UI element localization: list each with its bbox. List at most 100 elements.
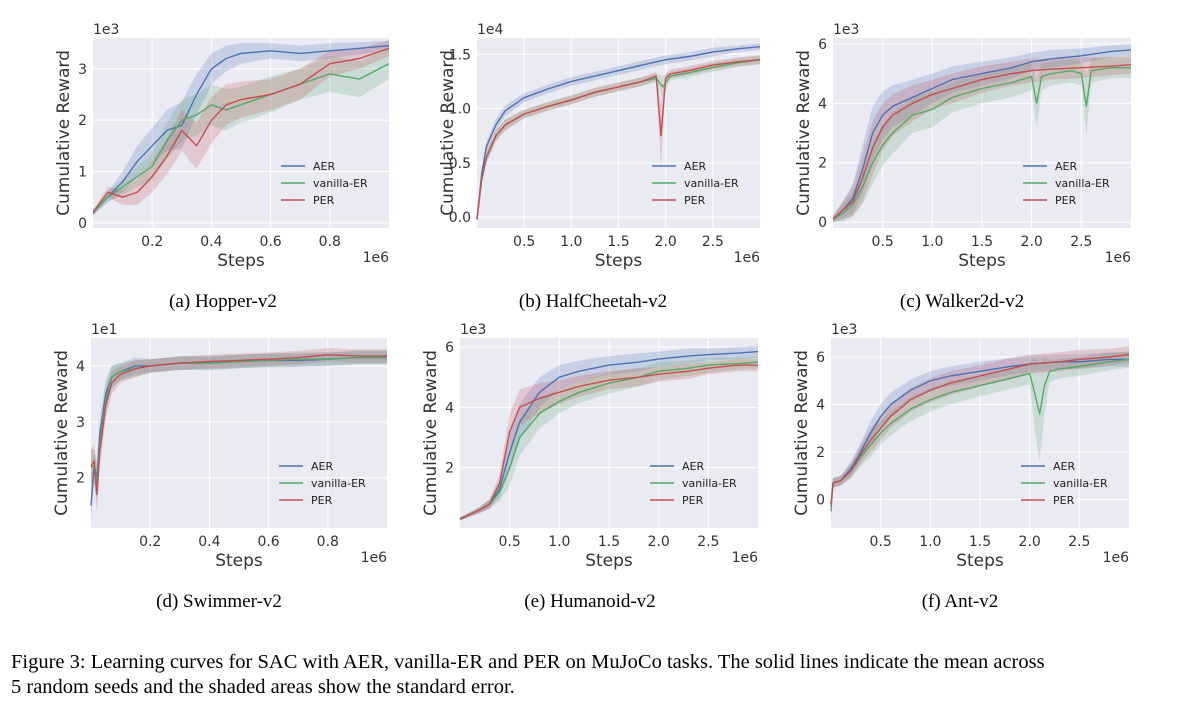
y-tick-label: 0	[78, 216, 87, 232]
series-line	[459, 364, 758, 520]
subfigure-label: (c) Walker2d-v2	[900, 291, 1024, 312]
series-line	[459, 361, 759, 520]
x-tick-label: 1.0	[921, 234, 943, 250]
subfigure-label: (d) Swimmer-v2	[156, 591, 282, 612]
y-axis-label: Cumulative Reward	[52, 350, 72, 516]
y-tick-label: 2	[445, 461, 454, 477]
legend-label: AER	[682, 460, 704, 473]
x-axis-label: Steps	[217, 251, 265, 271]
x-tick-label: 1.0	[560, 234, 582, 250]
legend-label: AER	[1055, 160, 1077, 173]
y-tick-label: 6	[818, 37, 827, 53]
x-tick-label: 0.5	[870, 534, 892, 550]
y-tick-label: 3	[78, 62, 87, 78]
x-tick-label: 2.5	[697, 534, 719, 550]
x-tick-label: 0.4	[200, 234, 222, 250]
y-tick-label: 4	[818, 96, 827, 112]
plot-background	[93, 38, 389, 228]
error-band	[833, 55, 1131, 223]
error-band	[93, 48, 389, 216]
plot-background	[91, 338, 387, 528]
y-axis-multiplier: 1e3	[833, 22, 859, 38]
y-tick-label: 2	[76, 471, 85, 487]
x-tick-label: 1.0	[548, 534, 570, 550]
chart-panel: 0.2 0.4 0.6 0.8 2 3 4 AER vanilla-ER PER 1e1 1e6 Ste…	[52, 322, 387, 612]
x-axis-label: Steps	[595, 251, 643, 271]
x-tick-label: 2.0	[1021, 234, 1043, 250]
x-tick-label: 0.4	[198, 534, 220, 550]
error-band	[833, 57, 1131, 223]
x-tick-label: 0.5	[499, 534, 521, 550]
x-tick-label: 2.0	[1019, 534, 1041, 550]
y-tick-label: 2	[816, 445, 825, 461]
y-axis-label: Cumulative Reward	[421, 350, 441, 516]
x-tick-label: 0.5	[872, 234, 894, 250]
legend-label: vanilla-ER	[684, 177, 739, 190]
y-tick-label: 6	[816, 350, 825, 366]
figure-caption: Figure 3: Learning curves for SAC with A…	[11, 650, 1191, 700]
x-tick-label: 0.6	[259, 234, 281, 250]
legend-label: PER	[1055, 194, 1077, 207]
legend-label: vanilla-ER	[311, 477, 366, 490]
series-line	[90, 354, 387, 496]
error-band	[460, 345, 758, 521]
x-axis-multiplier: 1e6	[363, 250, 390, 266]
x-axis-label: Steps	[585, 551, 633, 571]
x-axis-multiplier: 1e6	[734, 250, 761, 266]
x-tick-label: 0.6	[257, 534, 279, 550]
y-tick-label: 4	[816, 398, 825, 414]
chart-panel: 0.5 1.0 1.5 2.0 2.5 2 4 6 AER vanilla-ER PER 1e3 1e6…	[421, 322, 758, 612]
legend-label: vanilla-ER	[1055, 177, 1110, 190]
x-tick-label: 1.5	[969, 534, 991, 550]
error-band	[477, 55, 760, 222]
y-tick-label: 0.5	[449, 156, 471, 172]
error-band	[831, 351, 1129, 519]
y-tick-label: 0.0	[449, 210, 471, 226]
x-tick-label: 0.8	[317, 534, 339, 550]
y-tick-label: 0	[816, 493, 825, 509]
series-line	[832, 66, 1131, 220]
x-axis-label: Steps	[215, 551, 263, 571]
y-tick-label: 0	[818, 215, 827, 231]
chart-panel: 0.5 1.0 1.5 2.0 2.5 0.0 0.5 1.0 1.5 AER vanilla-ER…	[438, 22, 761, 312]
y-axis-label: Cumulative Reward	[54, 50, 74, 216]
x-tick-label: 0.8	[319, 234, 341, 250]
y-tick-label: 2	[78, 113, 87, 129]
subfigure-label: (b) HalfCheetah-v2	[519, 291, 667, 312]
x-tick-label: 2.5	[1070, 234, 1092, 250]
x-tick-label: 2.0	[655, 234, 677, 250]
x-axis-multiplier: 1e6	[1105, 250, 1132, 266]
chart-panel: 0.5 1.0 1.5 2.0 2.5 0 2 4 6 AER vanilla-ER PER 1e3 1e…	[794, 22, 1131, 312]
error-band	[93, 40, 389, 216]
legend-label: vanilla-ER	[1053, 477, 1108, 490]
y-axis-multiplier: 1e1	[91, 322, 117, 338]
legend-label: AER	[1053, 460, 1075, 473]
x-tick-label: 1.5	[607, 234, 629, 250]
x-axis-label: Steps	[958, 251, 1006, 271]
caption-line-1: Figure 3: Learning curves for SAC with A…	[11, 651, 1045, 673]
y-axis-label: Cumulative Reward	[438, 50, 458, 216]
error-band	[833, 43, 1131, 223]
caption-line-2: 5 random seeds and the shaded areas show…	[11, 676, 515, 698]
y-tick-label: 3	[76, 415, 85, 431]
legend-label: PER	[684, 194, 706, 207]
y-axis-multiplier: 1e3	[93, 22, 119, 38]
series-line	[459, 350, 759, 520]
error-band	[93, 40, 389, 216]
legend-label: PER	[682, 494, 704, 507]
series-line	[476, 59, 761, 220]
y-axis-multiplier: 1e3	[460, 322, 486, 338]
x-axis-multiplier: 1e6	[732, 550, 759, 566]
series-line	[92, 47, 390, 214]
x-axis-multiplier: 1e6	[361, 550, 388, 566]
x-axis-multiplier: 1e6	[1103, 550, 1130, 566]
error-band	[91, 350, 387, 501]
legend-label: PER	[311, 494, 333, 507]
x-tick-label: 0.2	[139, 534, 161, 550]
x-tick-label: 0.5	[513, 234, 535, 250]
error-band	[477, 43, 760, 222]
subfigure-label: (a) Hopper-v2	[169, 291, 277, 312]
y-tick-label: 4	[445, 400, 454, 416]
y-tick-label: 1.5	[449, 47, 471, 63]
